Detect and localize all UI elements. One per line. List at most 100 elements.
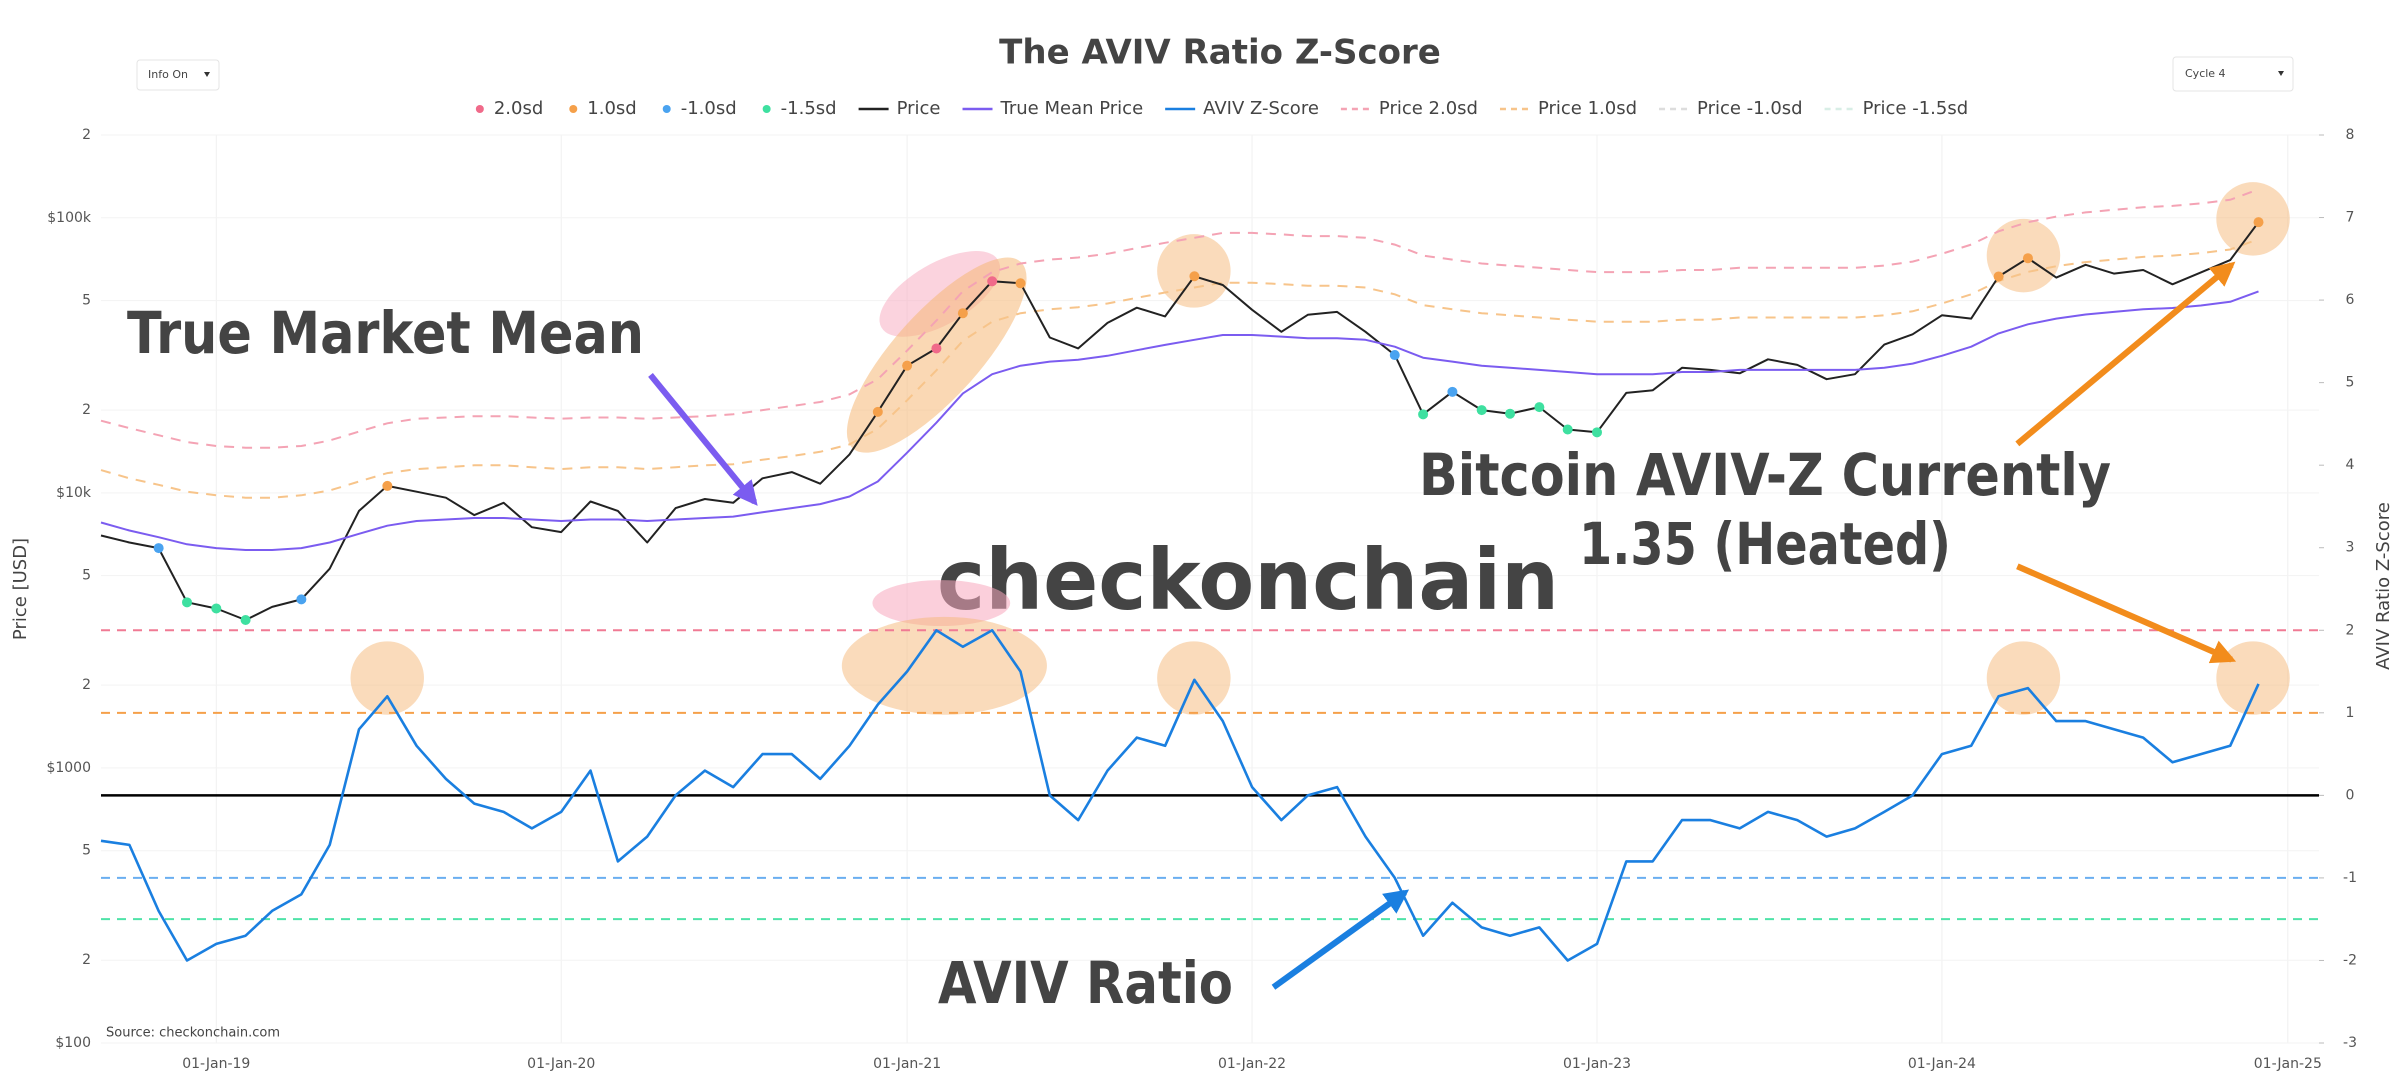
legend-label: Price 1.0sd [1538, 98, 1637, 119]
y-tick-label: 2 [82, 402, 91, 418]
legend-symbol [569, 105, 578, 113]
info-dropdown[interactable]: Info On [136, 59, 220, 91]
legend-item[interactable]: Price -1.0sd [1659, 98, 1803, 119]
y-tick-label: 5 [82, 568, 91, 584]
band-line [100, 188, 2259, 449]
signal-dot [2253, 217, 2264, 228]
signal-dot [1993, 271, 2004, 282]
legend-item[interactable]: True Mean Price [962, 98, 1144, 119]
y2-tick-label: 7 [2346, 210, 2355, 226]
y-axis-title: Price [USD] [10, 538, 31, 640]
legend-label: 2.0sd [494, 98, 543, 119]
band-line [100, 238, 2259, 499]
signal-dot [1189, 271, 1200, 282]
y2-tick-label: 4 [2346, 457, 2355, 473]
y-tick-label: 5 [82, 843, 91, 859]
signal-dot [931, 343, 942, 354]
legend-item[interactable]: 2.0sd [475, 98, 543, 119]
x-tick-label: 01-Jan-21 [873, 1056, 941, 1072]
y2-tick-label: 8 [2346, 127, 2355, 143]
y2-tick-label: 3 [2346, 540, 2355, 556]
y-tick-label: 2 [82, 952, 91, 968]
series-line [100, 221, 2260, 621]
legend-label: True Mean Price [1000, 98, 1144, 119]
legend-label: 1.0sd [587, 98, 636, 119]
y-tick-label: 2 [82, 127, 91, 143]
y2-tick-label: 5 [2346, 375, 2355, 391]
watermark: checkonchain [937, 531, 1559, 629]
annotation: 1.35 (Heated) [1579, 510, 1951, 578]
legend-item[interactable]: 1.0sd [569, 98, 637, 119]
legend-item[interactable]: Price 1.0sd [1499, 98, 1637, 119]
legend-label: Price [897, 98, 941, 119]
series-line [100, 290, 2259, 551]
y-tick-label: 5 [82, 293, 91, 309]
y2-axis-title: AVIV Ratio Z-Score [2373, 502, 2394, 670]
signal-dot [240, 614, 251, 625]
y2-tick-label: -3 [2343, 1035, 2357, 1051]
signal-dot [987, 276, 998, 287]
y-tick-label: $10k [56, 485, 92, 501]
legend-label: -1.5sd [781, 98, 837, 119]
plot-area [100, 188, 2319, 962]
dropdown-label[interactable]: Cycle 4 [2185, 67, 2226, 80]
chart-title: The AVIV Ratio Z-Score [999, 33, 1441, 73]
signal-dot [211, 603, 222, 614]
legend-label: Price -1.5sd [1863, 98, 1969, 119]
source-note: Source: checkonchain.com [106, 1026, 280, 1041]
annotation: Bitcoin AVIV-Z Currently [1419, 441, 2111, 509]
series-line [100, 629, 2260, 962]
y2-tick-label: 0 [2346, 787, 2355, 803]
legend-item[interactable]: -1.5sd [762, 98, 837, 119]
signal-dot [181, 597, 192, 608]
x-tick-label: 01-Jan-23 [1563, 1056, 1631, 1072]
y-tick-label: $1000 [46, 760, 91, 776]
signal-dot [1476, 405, 1487, 416]
legend-item[interactable]: AVIV Z-Score [1165, 98, 1319, 119]
legend-item[interactable]: -1.0sd [662, 98, 737, 119]
signal-dot [1389, 350, 1400, 361]
legend-symbol [762, 105, 771, 113]
signal-dot [902, 360, 913, 371]
x-tick-label: 01-Jan-22 [1218, 1056, 1286, 1072]
signal-dot [296, 594, 307, 605]
signal-dot [1591, 427, 1602, 438]
legend-label: Price -1.0sd [1697, 98, 1803, 119]
legend-label: -1.0sd [681, 98, 737, 119]
legend-item[interactable]: Price 2.0sd [1340, 98, 1478, 119]
legend-item[interactable]: Price -1.5sd [1824, 98, 1969, 119]
dropdown-label[interactable]: Info On [148, 68, 188, 81]
legend-item[interactable]: Price [858, 98, 941, 119]
signal-dot [1505, 408, 1516, 419]
y-tick-label: 2 [82, 677, 91, 693]
x-tick-label: 01-Jan-25 [2254, 1056, 2322, 1072]
annotation: True Market Mean [127, 299, 644, 367]
signal-dot [1418, 409, 1429, 420]
legend-symbol [475, 105, 484, 113]
x-tick-label: 01-Jan-19 [182, 1056, 250, 1072]
grid: 01-Jan-19 01-Jan-20 01-Jan-21 01-Jan-22 01-J… [46, 127, 2357, 1072]
y2-tick-label: -2 [2343, 952, 2357, 968]
x-tick-label: 01-Jan-20 [527, 1056, 595, 1072]
legend-label: Price 2.0sd [1379, 98, 1478, 119]
x-tick-label: 01-Jan-24 [1908, 1056, 1976, 1072]
legend: 2.0sd 1.0sd -1.0sd -1.5sd Price True Mean Pri… [475, 98, 1969, 119]
y2-tick-label: 6 [2346, 292, 2355, 308]
arrows [648, 261, 2237, 990]
cycle-dropdown[interactable]: Cycle 4 [2172, 56, 2294, 92]
signal-dot [957, 308, 968, 319]
signal-dot [872, 406, 883, 417]
signal-dot [1534, 402, 1545, 413]
annotation: AVIV Ratio [938, 949, 1233, 1017]
legend-label: AVIV Z-Score [1203, 98, 1319, 119]
y-tick-label: $100 [55, 1035, 91, 1051]
signal-dot [1562, 424, 1573, 435]
signal-dot [1447, 386, 1458, 397]
signal-dot [1015, 278, 1026, 289]
signal-dot [2022, 253, 2033, 264]
y2-tick-label: 2 [2346, 622, 2355, 638]
y-tick-label: $100k [47, 210, 92, 226]
signal-dot [382, 480, 393, 491]
